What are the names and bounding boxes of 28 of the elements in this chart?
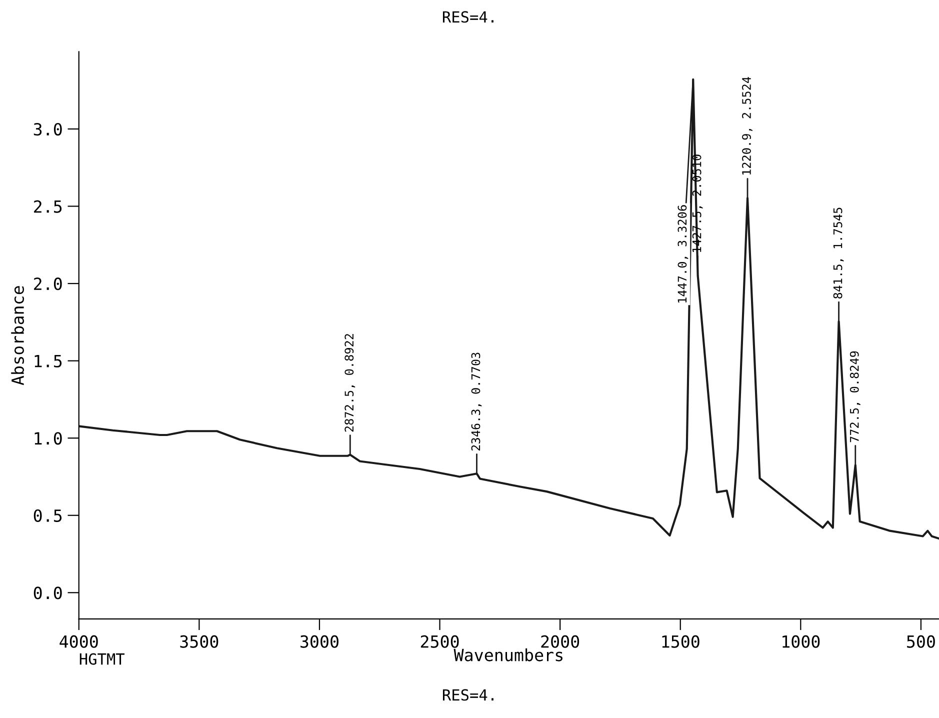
x-tick-label: 3000 bbox=[300, 635, 338, 648]
x-tick-label: 2000 bbox=[541, 635, 580, 648]
annotation: 1220.9, 2.5524 bbox=[742, 76, 752, 175]
y-axis-title: Absorbance bbox=[11, 286, 24, 386]
text: RES=4. bbox=[442, 689, 494, 701]
x-axis-title: Wavenumbers bbox=[454, 648, 562, 662]
y-tick-label: 0.0 bbox=[34, 586, 62, 600]
annotation: 1447.0, 3.3206 bbox=[678, 205, 688, 303]
x-tick-label: 1000 bbox=[782, 635, 820, 648]
x-tick-label: 3500 bbox=[180, 635, 218, 648]
y-tick-label: 0.5 bbox=[34, 509, 62, 522]
y-tick-label: 2.5 bbox=[34, 200, 62, 213]
annotation: 772.5, 0.8249 bbox=[850, 351, 860, 442]
line-series bbox=[78, 78, 939, 540]
text: HGTMT bbox=[80, 653, 125, 665]
y-tick-label: 1.5 bbox=[34, 355, 62, 368]
annotation: 841.5, 1.7545 bbox=[833, 208, 844, 298]
annotation: 2346.3, 0.7703 bbox=[471, 352, 482, 450]
y-tick-label: 3.0 bbox=[34, 122, 62, 136]
y-tick-label: 1.0 bbox=[34, 432, 62, 445]
annotation: 1427.5, 2.0510 bbox=[692, 154, 703, 252]
x-tick-label: 2500 bbox=[420, 635, 459, 648]
x-tick-label: 1500 bbox=[662, 635, 700, 648]
y-tick-label: 2.0 bbox=[34, 278, 62, 290]
x-tick-label: 4000 bbox=[60, 635, 98, 648]
x-tick-label: 500 bbox=[907, 635, 935, 648]
annotation: 2872.5, 0.8922 bbox=[344, 334, 356, 432]
text: RES=4. bbox=[442, 11, 494, 23]
